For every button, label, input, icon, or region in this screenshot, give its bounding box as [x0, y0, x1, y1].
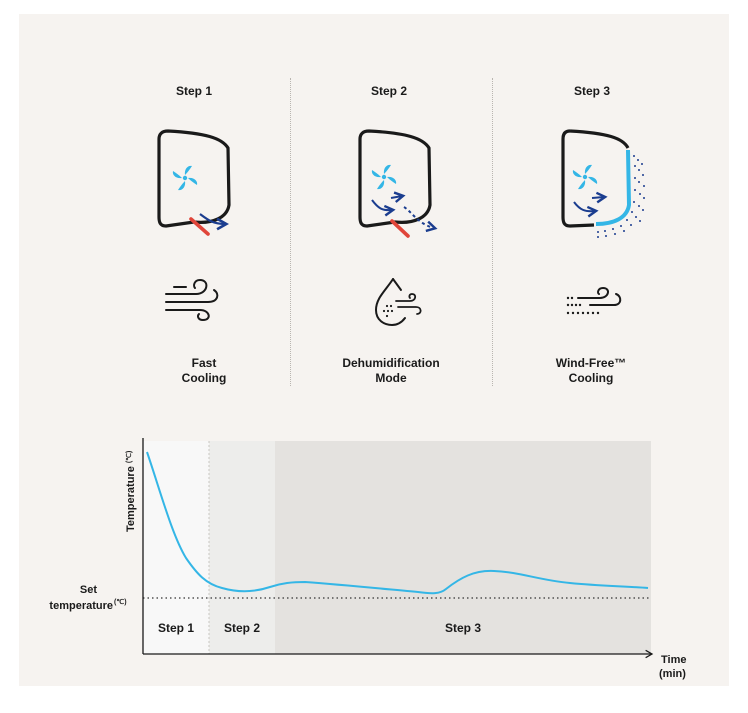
step-2-title: Step 2 [370, 84, 407, 98]
wind-free-dots-icon [566, 286, 622, 315]
mode-label-dehumidification: Dehumidification Mode [321, 356, 461, 386]
mode-label-line1: Wind-Free™ [555, 356, 627, 370]
x-axis-unit: (min) [659, 668, 686, 680]
mode-label-line2: Cooling [181, 371, 227, 385]
air-conditioner-wind-free-icon [561, 129, 645, 238]
zone-step-3 [275, 441, 651, 654]
y-axis-label: Temperature (℃) [125, 451, 137, 532]
mode-label-wind-free: Wind-Free™ Cooling [521, 356, 661, 386]
set-temperature-unit: (℃) [114, 598, 127, 606]
set-temperature-label: Set [80, 584, 97, 596]
y-axis-title: Temperature [125, 466, 137, 532]
temperature-curve [146, 451, 649, 595]
mode-label-line1: Fast [191, 356, 217, 370]
zone-label: Step 2 [224, 621, 260, 635]
wind-icon [165, 278, 219, 322]
zone-step-2 [209, 441, 275, 654]
mode-label-line2: Cooling [568, 371, 614, 385]
step-3-title: Step 3 [573, 84, 610, 98]
zone-label: Step 1 [158, 621, 194, 635]
mode-label-line1: Dehumidification [342, 356, 440, 370]
step-divider [492, 78, 493, 386]
air-conditioner-fast-cooling-icon [157, 129, 231, 236]
zone-label: Step 3 [445, 621, 481, 635]
water-drop-icon [374, 278, 422, 327]
y-axis-unit: (℃) [125, 451, 133, 464]
icons-layer [157, 129, 645, 327]
set-temperature-label-2: temperature [49, 600, 113, 612]
svg-text:Temperature(℃): Temperature (℃) [125, 451, 137, 532]
step-divider [290, 78, 291, 386]
step-1-title: Step 1 [175, 84, 212, 98]
mode-label-line2: Mode [375, 371, 407, 385]
mode-label-fast-cooling: Fast Cooling [134, 356, 274, 386]
x-axis-title: Time [661, 654, 686, 666]
air-conditioner-dehumidification-icon [358, 129, 438, 238]
